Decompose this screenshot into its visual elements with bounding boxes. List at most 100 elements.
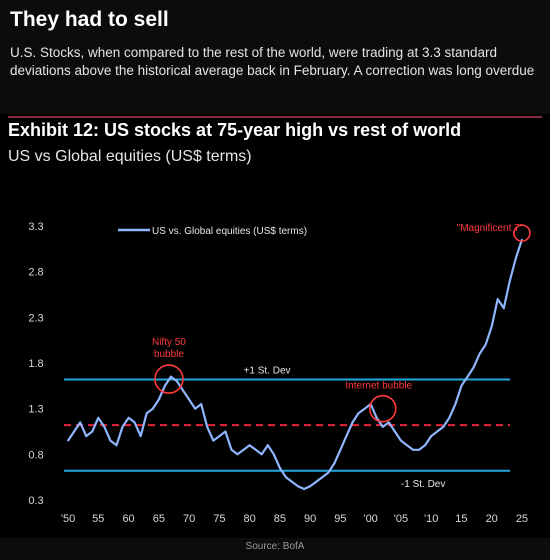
series-point [272,453,275,456]
series-point [115,444,118,447]
x-tick-label: 95 [334,513,346,525]
series-point [248,444,251,447]
series-point [351,421,354,424]
series-point [448,416,451,419]
series-point [151,407,154,410]
source-note: Source: BofA [245,541,305,552]
x-tick-label: 60 [122,513,134,525]
series-point [303,488,305,490]
series-point [188,398,190,401]
series-point [260,453,263,456]
series-point [285,476,287,479]
series-point [91,430,94,433]
series-point [109,439,112,442]
series-point [436,430,439,433]
plus-std-dev-label: +1 St. Dev [244,365,291,376]
y-tick-label: 2.3 [28,312,43,324]
series-point [484,343,487,346]
y-tick-label: 3.3 [28,221,43,233]
series-point [490,325,493,328]
series-point [387,421,390,424]
series-point [133,421,136,424]
series-point [194,407,197,410]
page-headline: They had to sell [10,8,169,31]
x-tick-label: 80 [243,513,255,525]
series-point [157,398,160,401]
chart-frame: Exhibit 12: US stocks at 75-year high vs… [0,114,550,538]
series-point [406,444,408,447]
internet-bubble-label: Internet bubble [345,381,412,392]
series-point [333,462,336,465]
series-point [460,384,463,387]
series-point [121,426,124,428]
series-point [200,403,203,405]
series-point [363,407,366,410]
y-tick-label: 2.8 [28,267,43,279]
x-tick-label: 90 [304,513,316,525]
internet-bubble-circle [368,394,397,423]
magnificent-7-label: "Magnificent 7" [457,223,524,234]
x-tick-label: '05 [394,513,408,525]
series-point [297,485,299,488]
title-rule [8,116,542,118]
series-point [315,480,318,483]
series-point [163,384,166,387]
magnificent-7-circle [513,224,531,242]
nifty-50-label-line2: bubble [154,349,184,360]
series-point [266,444,269,447]
series-point [176,380,178,383]
series-point [424,444,427,447]
series-point [393,430,396,433]
series-point [236,453,239,456]
series-point [170,375,172,378]
nifty-50-label: Nifty 50 [152,337,186,348]
chart-subtitle: US vs Global equities (US$ terms) [8,148,252,165]
series-point [496,298,499,300]
series-point [472,366,475,369]
minus-std-dev-label: -1 St. Dev [401,479,445,490]
legend-label: US vs. Global equities (US$ terms) [152,226,307,237]
series-point [79,421,82,424]
series-point [139,435,142,437]
series-point [478,352,481,355]
x-tick-label: 65 [153,513,165,525]
x-tick-label: '00 [363,513,377,525]
x-tick-label: 85 [274,513,286,525]
series-point [412,448,414,451]
series-point [224,430,227,433]
series-point [218,435,221,437]
x-tick-label: 25 [516,513,528,525]
series-point [327,471,330,474]
series-point [97,416,100,419]
series-point [345,435,348,437]
x-tick-label: 20 [486,513,498,525]
y-tick-label: 0.3 [28,495,43,507]
series-point [309,485,312,488]
page-subheadline: U.S. Stocks, when compared to the rest o… [10,45,535,78]
y-tick-label: 0.8 [28,449,43,461]
series-point [521,238,523,241]
chart-title: Exhibit 12: US stocks at 75-year high vs… [8,120,462,140]
series-point [73,430,76,433]
series-point [514,257,517,259]
series-point [85,435,88,437]
series-point [381,426,384,428]
x-tick-label: 70 [183,513,195,525]
series-point [206,426,209,428]
x-tick-label: '10 [424,513,438,525]
series-point [357,412,360,415]
series-point [339,448,342,451]
series-point [454,403,457,405]
series-point [182,389,184,392]
series-point [242,448,245,451]
chart-plot: 0.3 0.8 1.3 1.8 2.3 2.8 3.3 '50 55 60 65 70 75 80 85 90… [28,221,531,525]
x-tick-label: 55 [92,513,104,525]
nifty-50-circle [154,364,184,394]
series-point [400,439,402,442]
x-tick-label: 75 [213,513,225,525]
series-point [508,279,511,282]
x-tick-label: 15 [455,513,467,525]
series-point [291,480,293,483]
series-point [430,435,433,437]
series-point [67,439,69,442]
